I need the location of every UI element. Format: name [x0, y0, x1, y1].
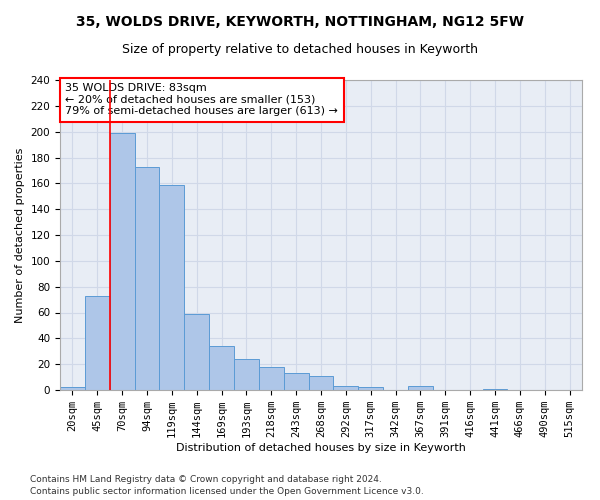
Bar: [408, 386, 433, 390]
Bar: [160, 184, 184, 390]
Bar: [209, 346, 234, 390]
Bar: [334, 386, 358, 390]
Bar: [284, 373, 308, 390]
Bar: [308, 376, 334, 390]
Bar: [184, 314, 209, 390]
Text: Contains HM Land Registry data © Crown copyright and database right 2024.: Contains HM Land Registry data © Crown c…: [30, 475, 382, 484]
Bar: [110, 133, 134, 390]
Bar: [60, 388, 85, 390]
Bar: [358, 388, 383, 390]
Bar: [482, 388, 508, 390]
Bar: [234, 359, 259, 390]
Bar: [85, 296, 110, 390]
Text: Contains public sector information licensed under the Open Government Licence v3: Contains public sector information licen…: [30, 488, 424, 496]
Bar: [134, 166, 160, 390]
Bar: [259, 367, 284, 390]
Text: 35 WOLDS DRIVE: 83sqm
← 20% of detached houses are smaller (153)
79% of semi-det: 35 WOLDS DRIVE: 83sqm ← 20% of detached …: [65, 83, 338, 116]
Y-axis label: Number of detached properties: Number of detached properties: [15, 148, 25, 322]
Text: 35, WOLDS DRIVE, KEYWORTH, NOTTINGHAM, NG12 5FW: 35, WOLDS DRIVE, KEYWORTH, NOTTINGHAM, N…: [76, 15, 524, 29]
Text: Size of property relative to detached houses in Keyworth: Size of property relative to detached ho…: [122, 42, 478, 56]
X-axis label: Distribution of detached houses by size in Keyworth: Distribution of detached houses by size …: [176, 443, 466, 453]
